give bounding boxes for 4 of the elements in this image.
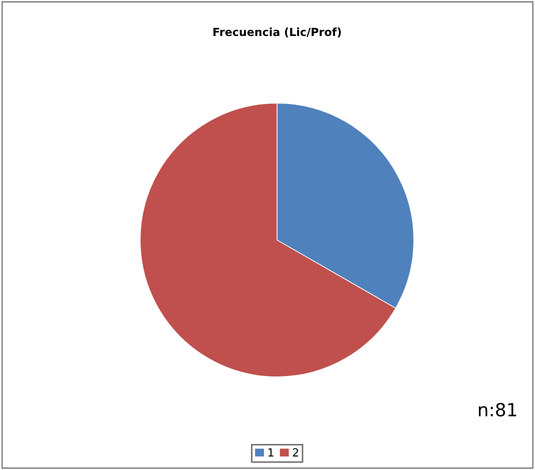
- text: n:81: [478, 402, 516, 416]
- legend-label: 2: [292, 448, 298, 456]
- legend-label: 1: [268, 448, 274, 456]
- chart-title: Frecuencia (Lic/Prof): [213, 28, 341, 38]
